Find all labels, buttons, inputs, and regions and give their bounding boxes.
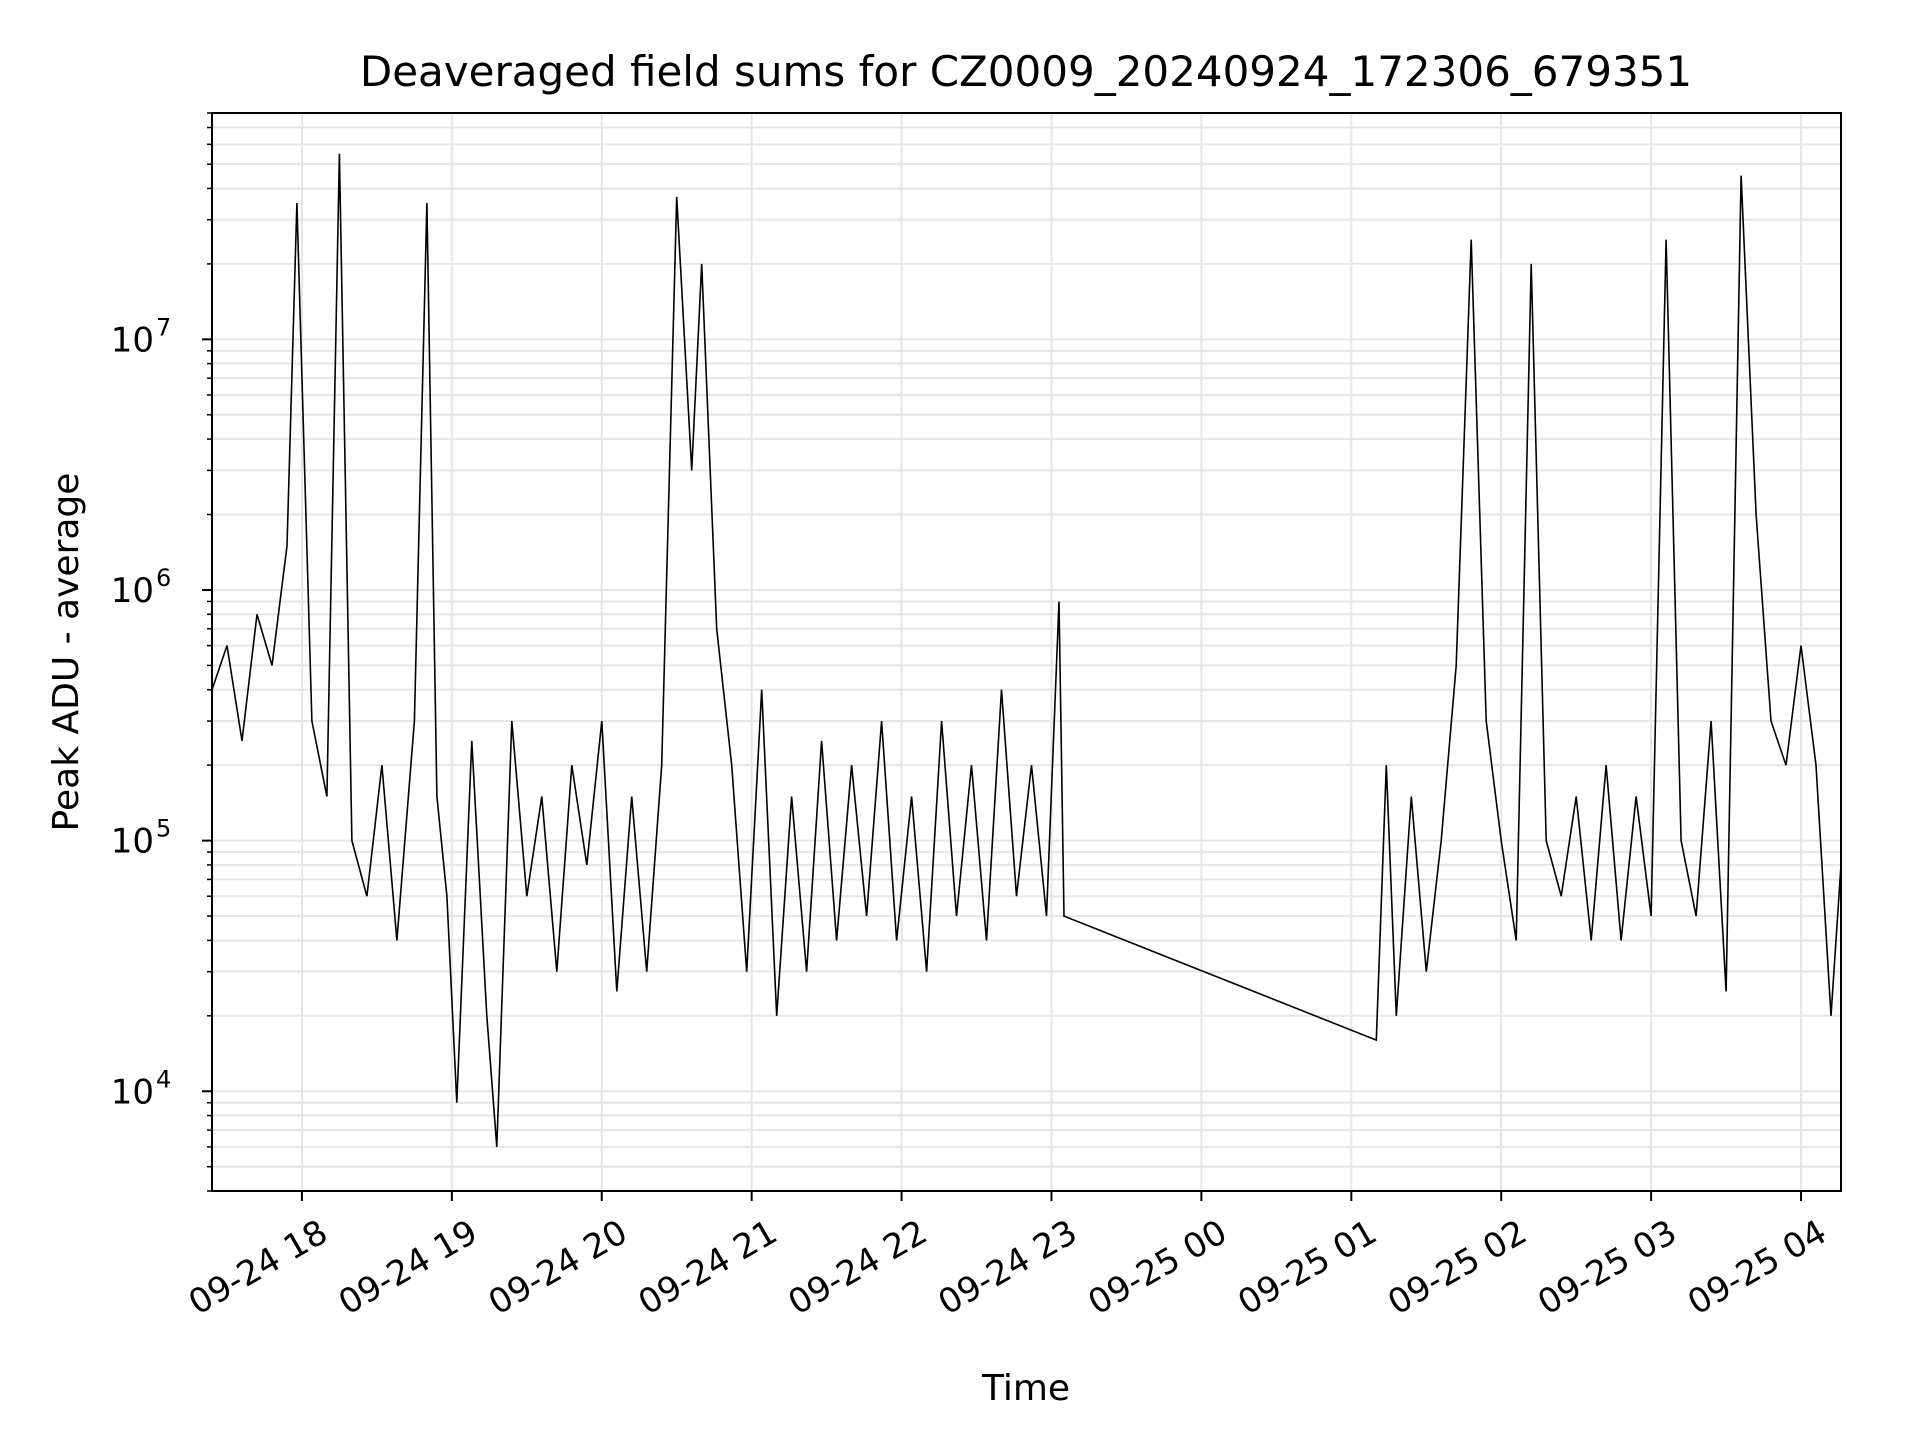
y-tick-exponent: 4 [156, 1065, 171, 1093]
x-tick-label: 09-24 18 [182, 1212, 334, 1323]
y-tick-label: 10 [111, 822, 154, 862]
x-tick-label: 09-25 02 [1381, 1212, 1533, 1323]
grid-lines [212, 112, 1841, 1192]
y-tick-label: 10 [111, 320, 154, 360]
x-tick-label: 09-24 21 [632, 1212, 784, 1323]
chart-title: Deaveraged field sums for CZ0009_2024092… [360, 47, 1692, 96]
x-tick-label: 09-24 23 [932, 1212, 1084, 1323]
y-tick-label: 10 [111, 1072, 154, 1112]
series-layer [211, 153, 1842, 1147]
plot-frame [211, 112, 1842, 1192]
x-tick-label: 09-24 22 [782, 1212, 934, 1323]
y-tick-exponent: 6 [156, 564, 171, 592]
y-axis-label: Peak ADU - average [46, 473, 87, 832]
x-tick-label: 09-25 01 [1231, 1212, 1383, 1323]
x-tick-label: 09-25 03 [1531, 1212, 1683, 1323]
x-tick-label: 09-25 04 [1681, 1212, 1833, 1323]
x-tick-label: 09-25 00 [1081, 1212, 1233, 1323]
x-tick-label: 09-24 20 [482, 1212, 634, 1323]
x-axis-label: Time [981, 1368, 1070, 1409]
y-tick-exponent: 7 [156, 313, 171, 341]
series-line [211, 153, 1842, 1147]
y-tick-label: 10 [111, 571, 154, 611]
y-tick-exponent: 5 [156, 815, 171, 843]
x-tick-label: 09-24 19 [332, 1212, 484, 1323]
